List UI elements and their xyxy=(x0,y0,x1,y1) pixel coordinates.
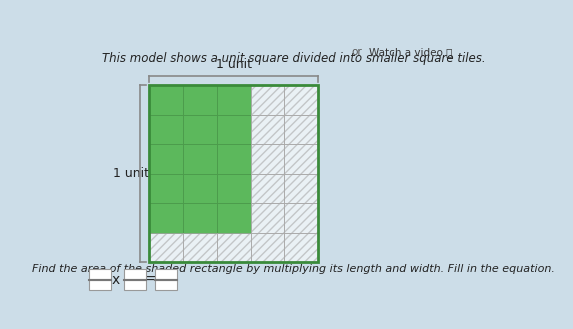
Bar xyxy=(150,203,183,233)
Bar xyxy=(217,233,250,263)
Bar xyxy=(183,144,217,174)
Text: 1 unit: 1 unit xyxy=(113,167,149,180)
Bar xyxy=(183,85,217,114)
Text: This model shows a unit square divided into smaller square tiles.: This model shows a unit square divided i… xyxy=(102,52,485,65)
Bar xyxy=(284,174,318,203)
Bar xyxy=(183,233,217,263)
Bar xyxy=(155,269,177,280)
Bar xyxy=(150,85,183,114)
Bar xyxy=(250,114,284,144)
Bar xyxy=(150,233,183,263)
Bar xyxy=(124,269,146,280)
Bar xyxy=(250,233,284,263)
Bar xyxy=(217,85,250,114)
Bar xyxy=(250,203,284,233)
Bar xyxy=(89,269,111,280)
Bar xyxy=(217,233,250,263)
Bar xyxy=(217,174,250,203)
Bar xyxy=(250,114,284,144)
Bar xyxy=(183,174,217,203)
Bar xyxy=(284,85,318,114)
Bar xyxy=(250,85,284,114)
Bar xyxy=(150,144,183,174)
Text: Find the area of the shaded rectangle by multiplying its length and width. Fill : Find the area of the shaded rectangle by… xyxy=(32,264,555,274)
Bar xyxy=(89,280,111,290)
Bar xyxy=(284,114,318,144)
Bar xyxy=(250,144,284,174)
Bar xyxy=(124,280,146,290)
Bar xyxy=(284,233,318,263)
Bar xyxy=(89,269,111,280)
Text: Watch a video ⓘ: Watch a video ⓘ xyxy=(369,47,453,57)
Text: or: or xyxy=(351,47,362,57)
Text: =: = xyxy=(145,273,156,287)
Bar xyxy=(284,174,318,203)
Bar xyxy=(284,203,318,233)
Bar xyxy=(284,144,318,174)
Bar xyxy=(250,174,284,203)
Bar xyxy=(183,203,217,233)
Text: 1 unit: 1 unit xyxy=(215,58,252,71)
Bar xyxy=(183,114,217,144)
Bar xyxy=(284,144,318,174)
Bar xyxy=(250,144,284,174)
Bar xyxy=(150,233,183,263)
Bar xyxy=(155,280,177,290)
Bar xyxy=(150,85,318,263)
Bar xyxy=(217,144,250,174)
Bar xyxy=(284,85,318,114)
Bar xyxy=(150,114,183,144)
Bar xyxy=(150,174,183,203)
Bar xyxy=(250,203,284,233)
Bar xyxy=(250,85,284,114)
Bar xyxy=(250,174,284,203)
Bar xyxy=(284,203,318,233)
Bar xyxy=(250,233,284,263)
Bar xyxy=(284,114,318,144)
Bar xyxy=(217,203,250,233)
Bar xyxy=(183,233,217,263)
Bar xyxy=(217,114,250,144)
Bar xyxy=(284,233,318,263)
Text: x: x xyxy=(112,273,120,287)
